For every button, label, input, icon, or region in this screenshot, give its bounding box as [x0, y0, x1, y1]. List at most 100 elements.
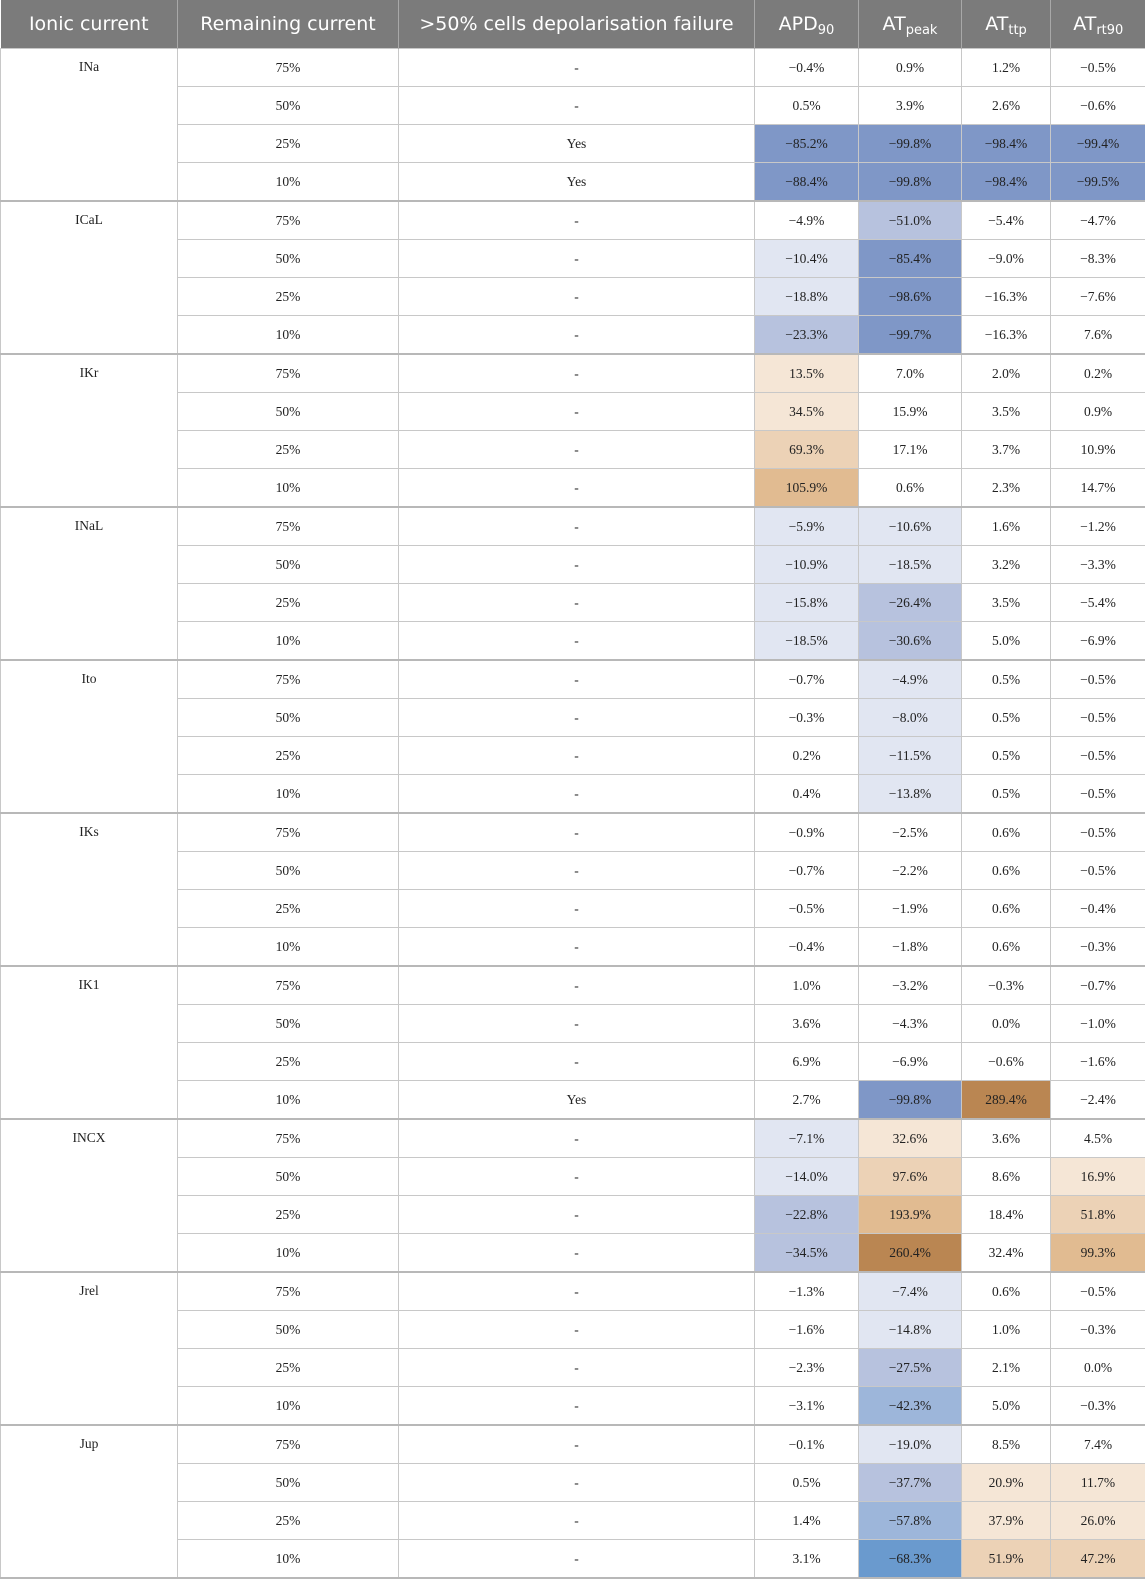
depolarisation-failure-cell: -: [398, 621, 755, 661]
remaining-current-cell: 50%: [177, 86, 399, 125]
depolarisation-failure-cell: Yes: [398, 1080, 755, 1120]
at-rt90-cell: −0.5%: [1050, 698, 1145, 737]
apd90-cell: −7.1%: [754, 1118, 859, 1158]
remaining-current-cell: 75%: [177, 48, 399, 87]
depolarisation-failure-cell: -: [398, 1424, 755, 1464]
table-row: 50% - −0.7% −2.2% 0.6% −0.5%: [1, 851, 1145, 890]
at-rt90-cell: 0.0%: [1050, 1348, 1145, 1387]
table-row: 25% Yes −85.2% −99.8% −98.4% −99.4%: [1, 124, 1145, 163]
at-rt90-cell: −1.0%: [1050, 1004, 1145, 1043]
depolarisation-failure-cell: -: [398, 698, 755, 737]
table-row: 10% - −3.1% −42.3% 5.0% −0.3%: [1, 1386, 1145, 1426]
apd90-cell: −3.1%: [754, 1386, 859, 1426]
ionic-current-cell: IKs: [0, 812, 178, 967]
depolarisation-failure-cell: -: [398, 927, 755, 967]
remaining-current-cell: 50%: [177, 1157, 399, 1196]
depolarisation-failure-cell: -: [398, 392, 755, 431]
apd90-cell: 6.9%: [754, 1042, 859, 1081]
at-rt90-cell: 10.9%: [1050, 430, 1145, 469]
at-ttp-cell: 18.4%: [961, 1195, 1051, 1234]
apd90-cell: −10.4%: [754, 239, 859, 278]
header-at-peak-sub: peak: [905, 23, 938, 38]
at-rt90-cell: 47.2%: [1050, 1539, 1145, 1579]
table-row: INaL 75% - −5.9% −10.6% 1.6% −1.2%: [0, 506, 1145, 661]
remaining-current-cell: 10%: [177, 621, 399, 661]
apd90-cell: −5.9%: [754, 506, 859, 546]
at-rt90-cell: −6.9%: [1050, 621, 1145, 661]
apd90-cell: −0.3%: [754, 698, 859, 737]
remaining-current-cell: 75%: [177, 1424, 399, 1464]
apd90-cell: −0.4%: [754, 48, 859, 87]
table-row: 25% -69.3% 17.1% 3.7% 10.9%: [1, 430, 1145, 469]
depolarisation-failure-cell: -: [398, 812, 755, 852]
at-rt90-cell: −99.4%: [1050, 124, 1145, 163]
at-rt90-cell: −4.7%: [1050, 200, 1145, 240]
table-row: IKs 75% - −0.9% −2.5% 0.6% −0.5%: [0, 812, 1145, 967]
at-peak-cell: −19.0%: [858, 1424, 962, 1464]
at-peak-cell: −68.3%: [858, 1539, 962, 1579]
at-peak-cell: −51.0%: [858, 200, 962, 240]
ionic-current-cell: Jrel: [0, 1271, 178, 1426]
at-peak-cell: −26.4%: [858, 583, 962, 622]
at-peak-cell: −13.8%: [858, 774, 962, 814]
apd90-cell: 1.0%: [754, 965, 859, 1005]
depolarisation-failure-cell: -: [398, 889, 755, 928]
header-at-ttp-base: AT: [985, 13, 1009, 35]
table-row: 50% -3.6% −4.3% 0.0% −1.0%: [1, 1004, 1145, 1043]
remaining-current-cell: 10%: [177, 774, 399, 814]
ionic-current-cell: Jup: [0, 1424, 178, 1579]
at-ttp-cell: 5.0%: [961, 1386, 1051, 1426]
remaining-current-cell: 25%: [177, 1042, 399, 1081]
at-peak-cell: 97.6%: [858, 1157, 962, 1196]
ionic-current-cell: INa: [0, 48, 178, 202]
at-rt90-cell: −0.3%: [1050, 1310, 1145, 1349]
at-ttp-cell: 3.2%: [961, 545, 1051, 584]
at-rt90-cell: −0.5%: [1050, 659, 1145, 699]
at-rt90-cell: −99.5%: [1050, 162, 1145, 202]
at-ttp-cell: 0.5%: [961, 659, 1051, 699]
depolarisation-failure-cell: -: [398, 239, 755, 278]
table-row: INCX 75% - −7.1% 32.6% 3.6% 4.5%: [0, 1118, 1145, 1273]
at-ttp-cell: 2.6%: [961, 86, 1051, 125]
remaining-current-cell: 25%: [177, 1195, 399, 1234]
at-ttp-cell: 51.9%: [961, 1539, 1051, 1579]
at-rt90-cell: 4.5%: [1050, 1118, 1145, 1158]
at-rt90-cell: −0.6%: [1050, 86, 1145, 125]
at-rt90-cell: 99.3%: [1050, 1233, 1145, 1273]
remaining-current-cell: 50%: [177, 1310, 399, 1349]
apd90-cell: −0.1%: [754, 1424, 859, 1464]
at-rt90-cell: −0.5%: [1050, 1271, 1145, 1311]
remaining-current-cell: 10%: [177, 468, 399, 508]
remaining-current-cell: 50%: [177, 851, 399, 890]
remaining-current-cell: 50%: [177, 545, 399, 584]
table-row: 10% - −18.5% −30.6% 5.0% −6.9%: [1, 621, 1145, 661]
at-ttp-cell: 0.5%: [961, 698, 1051, 737]
depolarisation-failure-cell: -: [398, 1157, 755, 1196]
depolarisation-failure-cell: -: [398, 315, 755, 355]
at-ttp-cell: −9.0%: [961, 239, 1051, 278]
at-rt90-cell: 11.7%: [1050, 1463, 1145, 1502]
table-row: 25% - −0.5% −1.9% 0.6% −0.4%: [1, 889, 1145, 928]
depolarisation-failure-cell: -: [398, 1271, 755, 1311]
at-ttp-cell: 3.7%: [961, 430, 1051, 469]
at-peak-cell: −99.8%: [858, 162, 962, 202]
remaining-current-cell: 75%: [177, 1118, 399, 1158]
depolarisation-failure-cell: -: [398, 736, 755, 775]
at-ttp-cell: 0.6%: [961, 927, 1051, 967]
at-peak-cell: −4.9%: [858, 659, 962, 699]
remaining-current-cell: 10%: [177, 1386, 399, 1426]
at-peak-cell: 0.6%: [858, 468, 962, 508]
remaining-current-cell: 50%: [177, 698, 399, 737]
remaining-current-cell: 75%: [177, 353, 399, 393]
table-row: 10% -105.9% 0.6% 2.3% 14.7%: [1, 468, 1145, 508]
remaining-current-cell: 50%: [177, 1463, 399, 1502]
at-rt90-cell: −0.5%: [1050, 48, 1145, 87]
header-at-peak: ATpeak: [858, 0, 962, 49]
depolarisation-failure-cell: -: [398, 353, 755, 393]
apd90-cell: −23.3%: [754, 315, 859, 355]
at-rt90-cell: −0.5%: [1050, 774, 1145, 814]
at-rt90-cell: −0.5%: [1050, 736, 1145, 775]
table-row: IKr 75% -13.5% 7.0% 2.0% 0.2%: [0, 353, 1145, 508]
apd90-cell: −10.9%: [754, 545, 859, 584]
table-row: 50% - −10.4% −85.4% −9.0% −8.3%: [1, 239, 1145, 278]
